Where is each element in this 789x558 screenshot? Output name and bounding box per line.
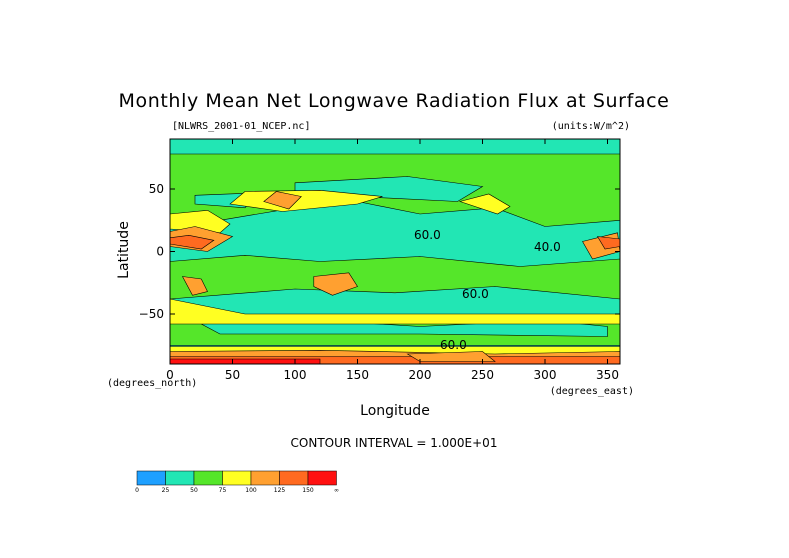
contour-label-1: 60.0: [414, 228, 441, 242]
colorbar-label-7: ∞: [334, 487, 339, 494]
x-tick-label-7: 350: [596, 368, 619, 382]
region-8: [458, 193, 511, 215]
x-tick-label-4: 200: [409, 368, 432, 382]
region-17: [170, 234, 215, 250]
plot-area: [169, 138, 621, 365]
colorbar-swatch-6: [307, 470, 337, 486]
contour-interval-text: CONTOUR INTERVAL = 1.000E+01: [291, 436, 498, 450]
chart-title: Monthly Mean Net Longwave Radiation Flux…: [119, 90, 670, 112]
colorbar-swatch-3: [222, 470, 252, 486]
y-tick-label-2: −50: [139, 307, 164, 321]
region-21: [170, 358, 321, 364]
colorbar-swatch-4: [250, 470, 280, 486]
x-axis-label: Longitude: [360, 403, 430, 419]
colorbar-label-4: 100: [245, 487, 257, 494]
x-tick-label-5: 250: [471, 368, 494, 382]
x-tick-label-1: 50: [225, 368, 240, 382]
colorbar-label-6: 150: [302, 487, 314, 494]
contour-label-3: 40.0: [534, 240, 561, 254]
y-tick-label-1: 0: [156, 245, 164, 259]
field-regions: [170, 153, 620, 364]
colorbar-label-5: 125: [274, 487, 286, 494]
contour-label-4: 60.0: [440, 338, 467, 352]
region-16: [181, 276, 208, 296]
colorbar-label-1: 25: [162, 487, 170, 494]
y-units-label: (degrees_north): [107, 378, 197, 389]
x-tick-label-3: 150: [346, 368, 369, 382]
region-20: [406, 351, 496, 362]
y-axis-label: Latitude: [116, 221, 132, 279]
colorbar-label-0: 0: [135, 487, 139, 494]
y-tick-label-0: 50: [149, 182, 164, 196]
colorbar-swatch-2: [193, 470, 223, 486]
region-1: [170, 254, 620, 300]
x-units-label: (degrees_east): [550, 386, 634, 397]
x-tick-label-6: 300: [534, 368, 557, 382]
colorbar-swatch-1: [165, 470, 195, 486]
colorbar-label-2: 50: [190, 487, 198, 494]
colorbar-label-3: 75: [219, 487, 227, 494]
x-axis-ticks: 0 50 100 150 200 250 300 350: [166, 139, 619, 382]
colorbar: 0 25 50 75 100 125 150 ∞: [135, 470, 339, 494]
file-label: [NLWRS_2001-01_NCEP.nc]: [172, 121, 310, 132]
region-9: [170, 298, 620, 325]
y-axis-ticks: 50 0 −50: [139, 182, 620, 321]
region-18: [596, 236, 620, 250]
x-tick-label-2: 100: [284, 368, 307, 382]
region-13: [313, 272, 358, 296]
x-tick-label-0: 0: [166, 368, 174, 382]
region-14: [263, 191, 302, 210]
colorbar-swatch-5: [279, 470, 309, 486]
region-7: [229, 189, 383, 212]
units-label: (units:W/m^2): [552, 121, 630, 132]
colorbar-swatch-0: [136, 470, 166, 486]
contour-label-2: 60.0: [462, 287, 489, 301]
